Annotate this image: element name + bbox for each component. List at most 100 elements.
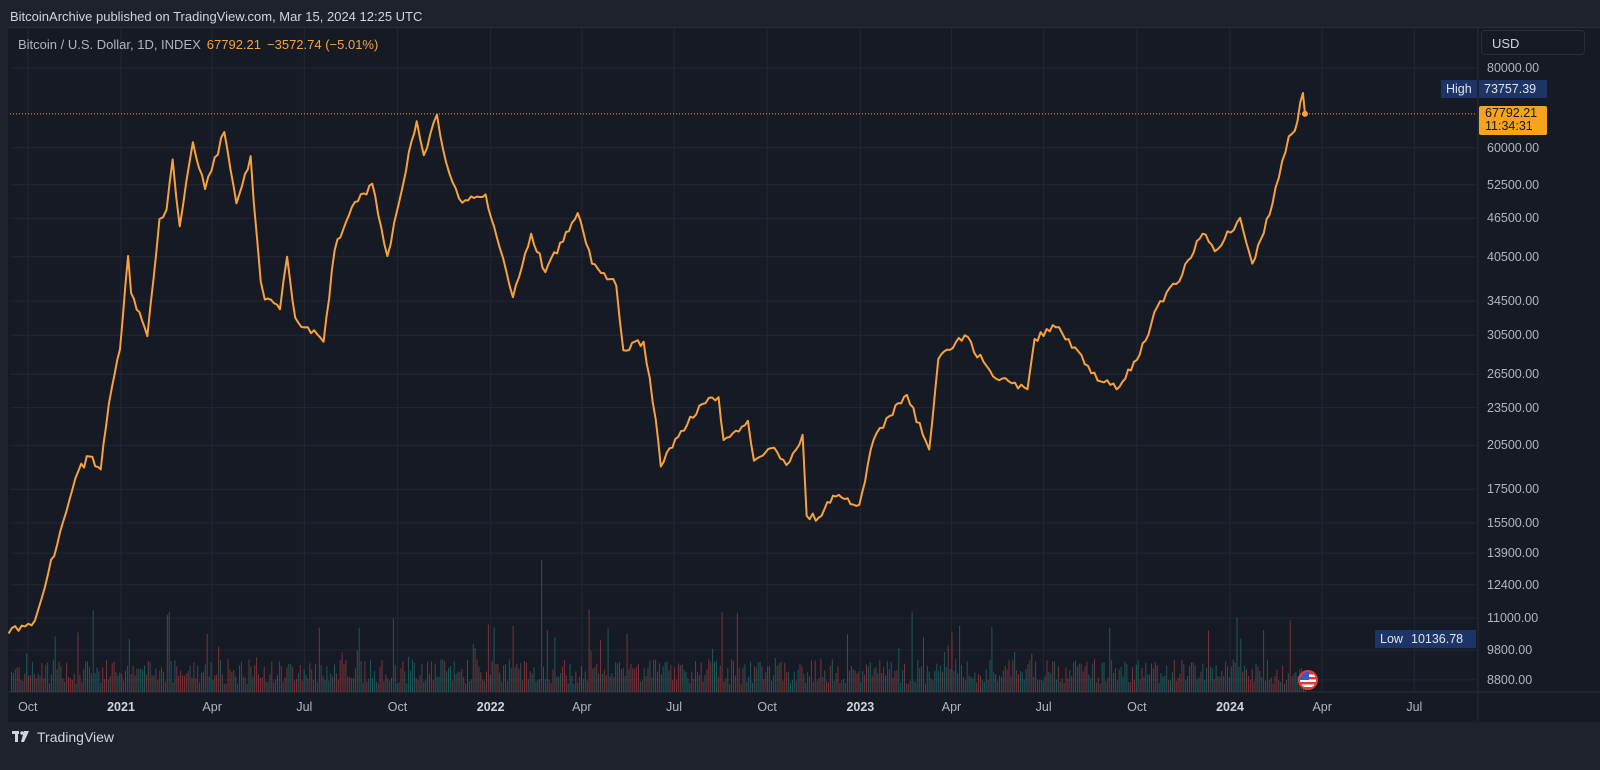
- volume-bar: [408, 656, 410, 692]
- low-tag-label: Low: [1375, 630, 1408, 648]
- volume-bar: [411, 659, 413, 692]
- volume-bar: [822, 677, 824, 692]
- volume-bar: [1018, 674, 1019, 692]
- volume-bar: [723, 681, 725, 692]
- volume-bar: [620, 669, 622, 692]
- volume-bar: [31, 661, 33, 692]
- volume-bar: [791, 680, 793, 692]
- volume-bar: [442, 659, 444, 692]
- volume-bar: [983, 681, 985, 692]
- volume-bar: [235, 676, 237, 692]
- legend-change: −3572.74 (−5.01%): [267, 37, 379, 52]
- publisher-line: BitcoinArchive published on TradingView.…: [10, 9, 423, 24]
- volume-bar: [227, 659, 229, 692]
- volume-bar: [178, 675, 180, 692]
- volume-bar: [590, 650, 592, 692]
- volume-bar: [1215, 665, 1217, 692]
- volume-bar: [769, 666, 771, 692]
- y-tick-label: 80000.00: [1487, 61, 1540, 75]
- volume-bar: [49, 683, 50, 692]
- volume-bar: [926, 665, 928, 692]
- volume-bar: [733, 661, 734, 692]
- volume-bar: [56, 669, 58, 692]
- volume-bar: [330, 673, 332, 692]
- volume-bar: [1016, 670, 1018, 692]
- volume-bar: [463, 677, 465, 692]
- y-tick-label: 34500.00: [1487, 294, 1540, 309]
- volume-bar: [379, 666, 381, 692]
- symbol-title: Bitcoin / U.S. Dollar, 1D, INDEX: [18, 37, 201, 52]
- us-economic-event-icon[interactable]: [1298, 670, 1318, 690]
- volume-bar: [115, 671, 117, 692]
- volume-bar: [1019, 671, 1021, 692]
- volume-bar: [381, 660, 383, 692]
- volume-bar: [45, 664, 47, 692]
- volume-bar: [1054, 661, 1056, 692]
- volume-bar: [66, 662, 68, 692]
- volume-bar: [645, 676, 647, 692]
- volume-bar: [934, 670, 936, 692]
- volume-bar: [700, 662, 702, 692]
- volume-bar: [1204, 679, 1206, 692]
- volume-bar: [107, 679, 109, 692]
- volume-bar: [565, 675, 567, 692]
- volume-bar: [41, 663, 43, 692]
- volume-bar: [613, 677, 615, 692]
- volume-bar: [831, 659, 833, 692]
- volume-bar: [704, 674, 706, 692]
- volume-bar: [839, 683, 841, 692]
- volume-bar: [1118, 669, 1120, 692]
- volume-bar: [911, 611, 913, 692]
- volume-bar: [385, 674, 387, 692]
- volume-bar: [1147, 674, 1149, 692]
- x-tick-label: 2021: [107, 700, 135, 714]
- volume-bar: [664, 662, 666, 692]
- volume-bar: [877, 673, 879, 692]
- volume-bar: [875, 667, 877, 692]
- volume-bar: [157, 680, 159, 692]
- volume-bar: [1065, 667, 1067, 692]
- volume-bar: [362, 682, 364, 692]
- volume-bar: [404, 671, 406, 692]
- volume-bar: [1257, 666, 1259, 692]
- volume-bar: [719, 665, 721, 692]
- volume-bar: [303, 669, 305, 692]
- volume-bar: [797, 669, 799, 692]
- volume-bar: [771, 680, 772, 692]
- volume-bar: [1052, 661, 1054, 692]
- volume-bar: [793, 671, 795, 692]
- volume-bar: [1280, 681, 1282, 692]
- currency-button[interactable]: USD: [1481, 30, 1585, 55]
- footer-brand[interactable]: TradingView: [12, 729, 114, 745]
- volume-bar: [202, 671, 204, 692]
- volume-bar: [1035, 661, 1037, 692]
- volume-bar: [64, 681, 66, 692]
- volume-bar: [474, 648, 476, 692]
- volume-bar: [28, 675, 30, 692]
- volume-bar: [269, 673, 271, 692]
- volume-bar: [1272, 683, 1274, 692]
- volume-bar: [275, 679, 277, 692]
- volume-bar: [161, 667, 163, 692]
- volume-bar: [987, 679, 989, 692]
- volume-bar: [311, 669, 313, 692]
- volume-bar: [470, 679, 472, 692]
- volume-bar: [199, 682, 201, 692]
- volume-bar: [940, 665, 942, 692]
- volume-bar: [632, 668, 634, 692]
- volume-bar: [668, 670, 670, 692]
- volume-bar: [394, 664, 396, 692]
- volume-bar: [246, 683, 248, 692]
- volume-bar: [527, 679, 529, 692]
- volume-bar: [223, 683, 225, 692]
- volume-bar: [938, 671, 940, 692]
- volume-bar: [299, 664, 301, 692]
- volume-bar: [221, 674, 223, 692]
- volume-bar: [677, 663, 679, 692]
- volume-bar: [949, 668, 951, 692]
- volume-bar: [799, 664, 801, 692]
- volume-bar: [905, 683, 907, 692]
- volume-bar: [35, 678, 37, 692]
- volume-bar: [54, 636, 56, 692]
